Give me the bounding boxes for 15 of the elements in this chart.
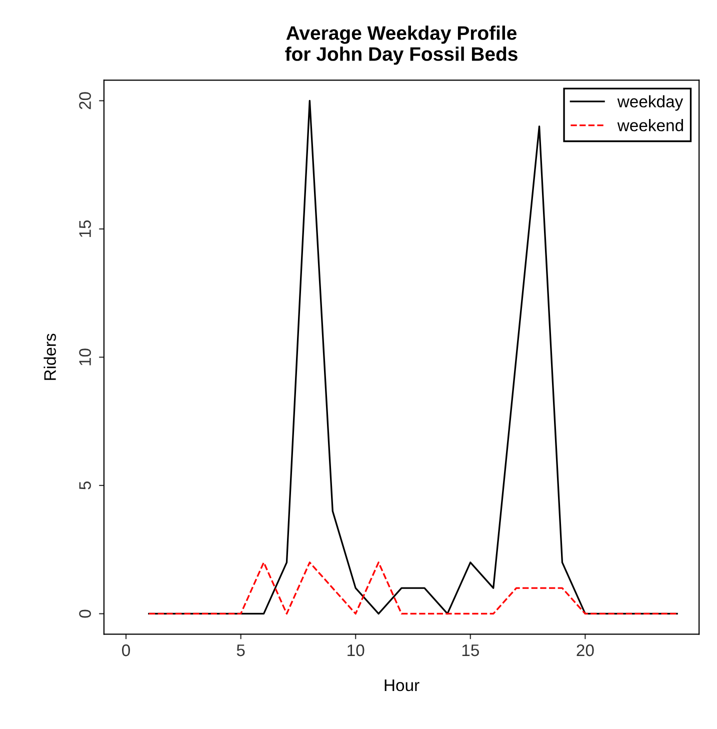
legend-label: weekend xyxy=(617,119,684,132)
x-tick-label: 0 xyxy=(122,644,130,656)
x-tick-label: 20 xyxy=(576,644,594,656)
x-tick-label: 5 xyxy=(236,644,245,656)
y-tick-label: 15 xyxy=(79,220,91,237)
y-axis-title: Riders xyxy=(44,334,56,380)
y-tick-label: 10 xyxy=(79,348,91,366)
chart-title: Average Weekday Profile for John Day Fossil Beds xyxy=(285,26,518,65)
y-tick-label: 20 xyxy=(79,92,91,110)
legend-label: weekday xyxy=(617,95,684,111)
y-tick-label: 5 xyxy=(79,482,91,490)
x-tick-label: 10 xyxy=(348,644,364,656)
x-axis-title: Hour xyxy=(384,680,420,692)
y-tick-label: 0 xyxy=(79,610,91,618)
x-tick-label: 15 xyxy=(462,644,479,656)
